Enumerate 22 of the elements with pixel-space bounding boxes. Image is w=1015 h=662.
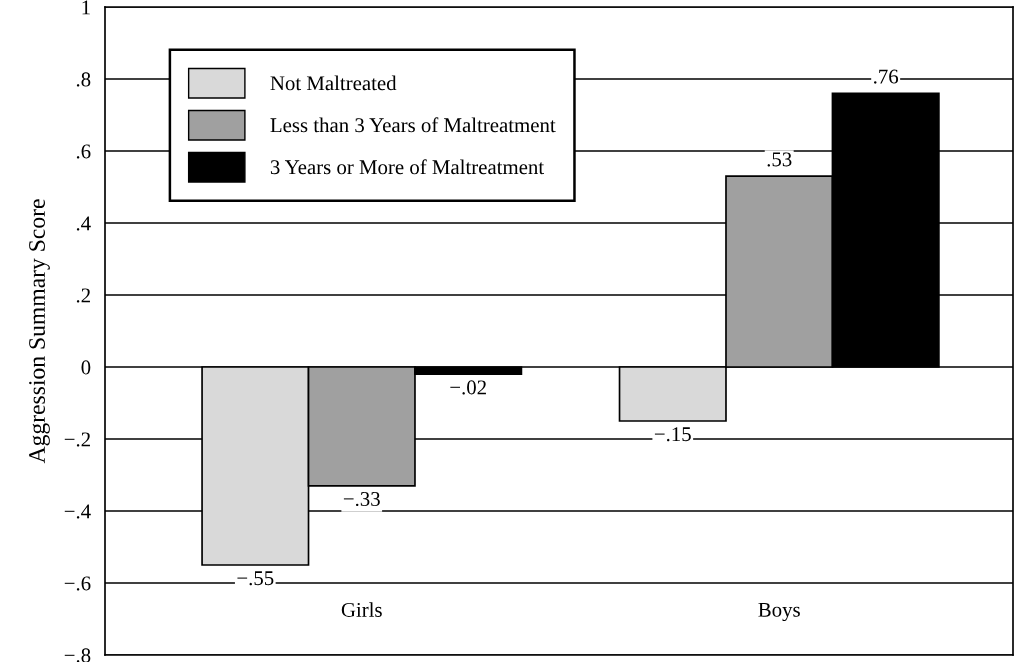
text: −.15 bbox=[654, 427, 691, 442]
y-axis-title: Aggression Summary Score bbox=[29, 199, 50, 464]
x-tick-label: Girls bbox=[341, 602, 382, 617]
y-tick-label: −.6 bbox=[64, 576, 91, 591]
y-tick-label: −.8 bbox=[64, 648, 91, 662]
legend-label: 3 Years or More of Maltreatment bbox=[270, 159, 545, 175]
text: .76 bbox=[874, 69, 899, 84]
y-tick-label: 0 bbox=[81, 360, 91, 375]
legend-label: Not Maltreated bbox=[270, 75, 397, 91]
text: −.33 bbox=[343, 492, 380, 507]
text: −.02 bbox=[450, 380, 486, 395]
y-tick-label: .4 bbox=[76, 216, 91, 231]
text: .53 bbox=[767, 152, 792, 167]
y-tick-label: .6 bbox=[76, 144, 91, 159]
y-tick-label: .2 bbox=[76, 288, 90, 303]
y-tick-label: −.2 bbox=[64, 432, 90, 447]
y-tick-label: −.4 bbox=[64, 504, 91, 519]
text: −.55 bbox=[237, 571, 274, 586]
y-tick-label: 1 bbox=[82, 0, 90, 15]
y-tick-label: .8 bbox=[76, 72, 91, 87]
legend-label: Less than 3 Years of Maltreatment bbox=[270, 117, 556, 133]
x-tick-label: Boys bbox=[758, 602, 800, 622]
